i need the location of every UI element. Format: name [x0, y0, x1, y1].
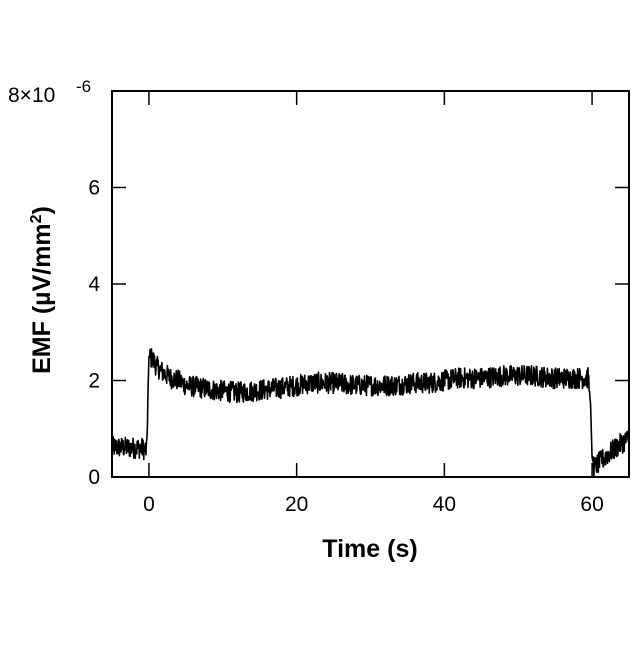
plot-frame	[112, 91, 629, 477]
y-scale-exponent: -6	[76, 77, 91, 96]
y-axis-title-close: )	[28, 206, 56, 214]
x-tick-label: 40	[433, 493, 456, 516]
x-axis-title: Time (s)	[322, 535, 417, 563]
x-tick-label: 60	[580, 493, 603, 516]
x-axis-ticks: 0 20 40 60	[143, 91, 604, 516]
y-scale-multiplier: 8×10	[8, 84, 55, 107]
x-tick-label: 0	[143, 493, 155, 516]
data-layer	[112, 349, 629, 476]
y-tick-label: 6	[88, 177, 100, 200]
y-tick-label: 4	[88, 273, 100, 296]
y-axis-title-sup: 2	[28, 214, 45, 223]
y-tick-label: 0	[88, 466, 100, 489]
y-tick-label: 2	[88, 370, 100, 393]
y-scale-label: 8×10 -6	[8, 77, 91, 107]
emf-series-line	[112, 349, 629, 476]
y-axis-title-main: EMF (µV/mm	[28, 223, 56, 374]
y-axis-ticks: 0 2 4 6	[88, 91, 629, 489]
x-tick-label: 20	[285, 493, 308, 516]
y-axis-title: EMF (µV/mm2)	[28, 206, 56, 374]
